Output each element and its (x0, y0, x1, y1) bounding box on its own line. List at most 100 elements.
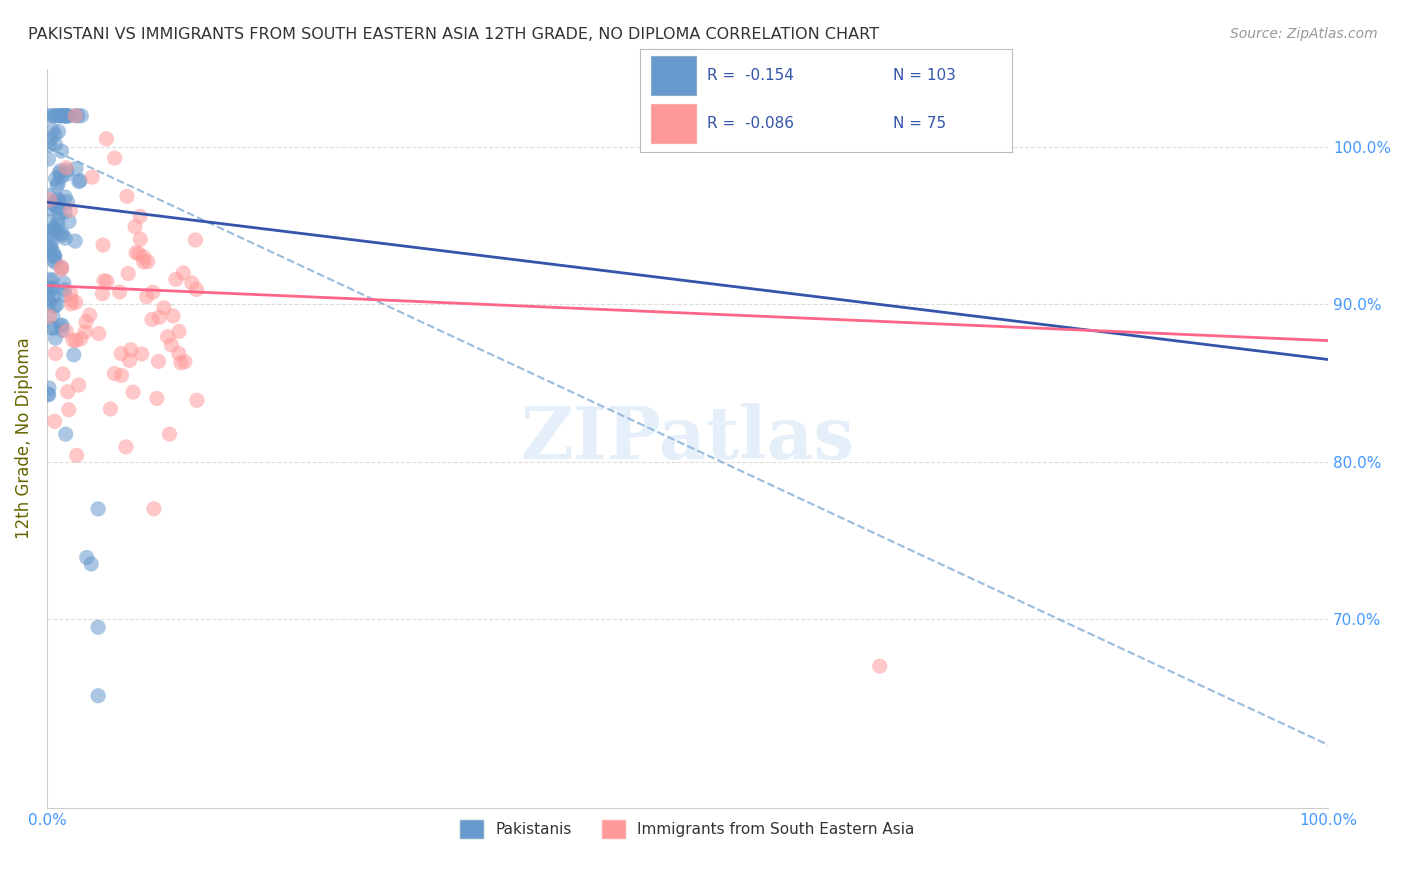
Point (55, 109, 77, 123)
Point (46, 178, 69, 193)
Legend: Pakistanis, Immigrants from South Eastern Asia: Pakistanis, Immigrants from South Easter… (454, 814, 921, 845)
Point (48, 201, 70, 215)
Point (52, 109, 75, 123)
Point (129, 209, 152, 223)
Point (48, 124, 70, 138)
Point (108, 285, 131, 299)
Point (53, 109, 76, 123)
Point (173, 354, 195, 368)
Point (38, 242, 60, 256)
Point (41, 281, 63, 295)
Point (129, 232, 152, 246)
Point (42, 289, 65, 303)
Point (41, 123, 63, 137)
Point (186, 393, 208, 408)
Point (44, 299, 66, 313)
Point (49, 109, 72, 123)
Point (39, 227, 62, 241)
Point (51, 144, 73, 158)
Point (44, 250, 66, 264)
Point (55, 427, 77, 442)
Point (44, 137, 66, 152)
Point (42, 227, 65, 242)
Point (44, 255, 66, 269)
Point (53, 283, 76, 297)
Point (51, 260, 73, 274)
Point (37, 286, 59, 301)
Point (186, 282, 208, 296)
Point (65, 161, 87, 176)
Point (65, 234, 87, 248)
Text: R =  -0.154: R = -0.154 (707, 68, 793, 83)
Point (167, 346, 190, 360)
Point (45, 346, 67, 360)
Point (65, 109, 87, 123)
Point (148, 310, 170, 325)
Point (96, 132, 118, 146)
Point (56, 194, 79, 209)
Point (142, 285, 165, 300)
Point (56, 384, 79, 399)
Point (170, 356, 193, 370)
Point (52, 276, 75, 290)
Point (87, 326, 110, 341)
Point (46, 224, 69, 238)
Point (44, 414, 66, 428)
Point (165, 272, 187, 286)
Point (39, 239, 62, 253)
Point (162, 309, 184, 323)
Point (87, 620, 110, 634)
Point (38, 296, 60, 310)
Point (75, 315, 97, 329)
Point (80, 557, 103, 571)
Point (51, 109, 73, 123)
Point (42, 309, 65, 323)
Point (51, 323, 73, 337)
Text: N = 75: N = 75 (893, 117, 946, 131)
Point (96, 275, 118, 289)
Point (53, 288, 76, 302)
Point (87, 689, 110, 703)
Point (44, 249, 66, 263)
Point (56, 109, 79, 123)
Point (38, 388, 60, 402)
Text: Source: ZipAtlas.com: Source: ZipAtlas.com (1230, 27, 1378, 41)
Point (115, 189, 138, 203)
Point (160, 338, 183, 352)
Text: N = 103: N = 103 (893, 68, 956, 83)
Point (49, 169, 72, 184)
Y-axis label: 12th Grade, No Diploma: 12th Grade, No Diploma (15, 337, 32, 539)
Point (67, 174, 90, 188)
Point (41, 321, 63, 335)
Point (103, 367, 125, 381)
Point (44, 220, 66, 235)
Point (55, 167, 77, 181)
Point (104, 151, 127, 165)
Point (131, 347, 153, 361)
Point (110, 346, 132, 360)
Point (58, 214, 80, 228)
Text: ZIPatlas: ZIPatlas (520, 402, 855, 474)
Point (51, 228, 73, 243)
Point (45, 109, 67, 123)
Point (135, 290, 157, 304)
Point (156, 329, 179, 343)
Point (48, 109, 70, 123)
Bar (651, 56, 696, 95)
Point (46, 192, 69, 206)
Point (79, 308, 101, 322)
Text: R =  -0.086: R = -0.086 (707, 117, 794, 131)
Point (41, 109, 63, 123)
Point (153, 301, 176, 315)
Point (37, 152, 59, 166)
Text: PAKISTANI VS IMMIGRANTS FROM SOUTH EASTERN ASIA 12TH GRADE, NO DIPLOMA CORRELATI: PAKISTANI VS IMMIGRANTS FROM SOUTH EASTE… (28, 27, 879, 42)
Point (65, 295, 87, 310)
Point (122, 385, 145, 400)
Point (55, 109, 77, 123)
Point (51, 226, 73, 240)
Point (167, 325, 190, 339)
Point (66, 109, 89, 123)
Point (82, 170, 104, 185)
Point (91, 286, 114, 301)
Point (39, 281, 62, 295)
